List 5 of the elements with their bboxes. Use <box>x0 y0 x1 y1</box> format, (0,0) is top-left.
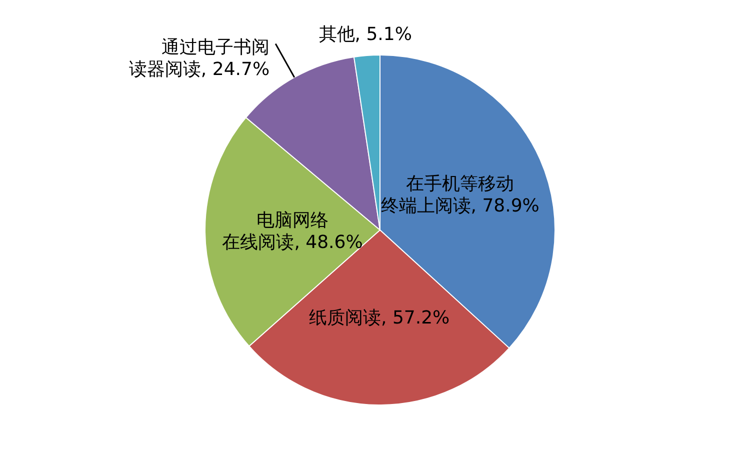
slice-label: 通过电子书阅读器阅读, 24.7% <box>128 36 270 80</box>
slice-label: 电脑网络在线阅读, 48.6% <box>222 210 363 253</box>
slice-label: 纸质阅读, 57.2% <box>309 307 450 328</box>
slice-label: 在手机等移动终端上阅读, 78.9% <box>380 173 540 216</box>
slice-label: 其他, 5.1% <box>318 24 412 46</box>
